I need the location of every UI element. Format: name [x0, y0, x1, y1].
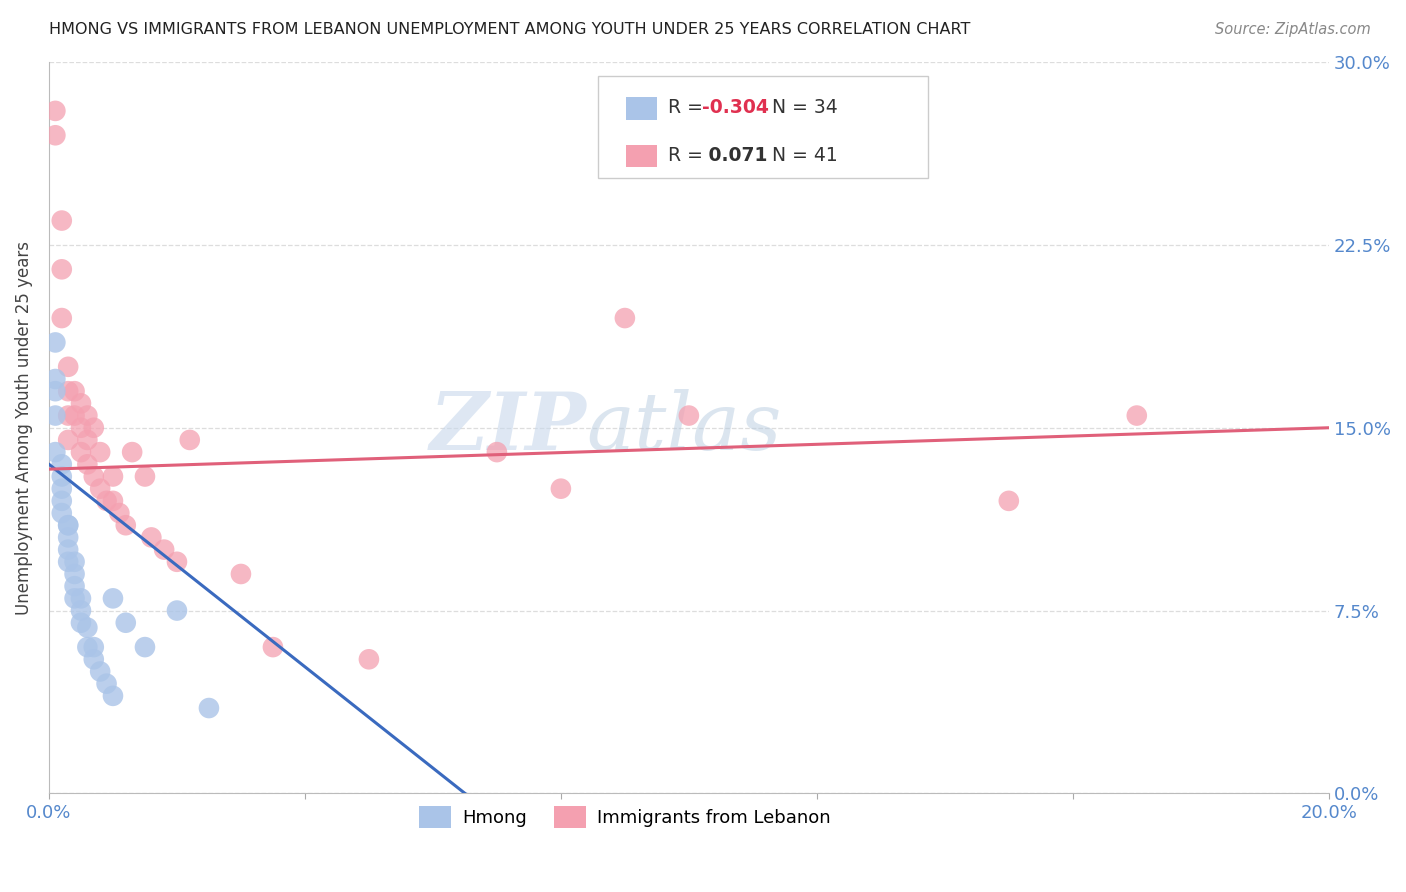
Point [83, 652, 105, 666]
Point [89, 482, 111, 496]
Point [96, 494, 118, 508]
Point [485, 445, 508, 459]
Text: atlas: atlas [586, 389, 782, 467]
Point [56, 359, 79, 374]
Point [51, 482, 73, 496]
Text: -0.304: -0.304 [702, 98, 769, 118]
Point [101, 469, 124, 483]
Point [89, 445, 111, 459]
Point [83, 421, 105, 435]
Point [44, 372, 66, 386]
Y-axis label: Unemployment Among Youth under 25 years: Unemployment Among Youth under 25 years [15, 241, 32, 615]
Text: N = 34: N = 34 [772, 98, 838, 118]
Point [76, 433, 98, 447]
Point [153, 542, 176, 557]
Point [56, 542, 79, 557]
Point [70, 421, 93, 435]
Point [998, 494, 1021, 508]
Point [70, 591, 93, 606]
Text: R =: R = [668, 98, 709, 118]
Point [70, 445, 93, 459]
Point [678, 409, 700, 423]
Point [56, 518, 79, 533]
Point [1126, 409, 1149, 423]
Point [101, 689, 124, 703]
Point [101, 591, 124, 606]
Point [63, 555, 86, 569]
Point [76, 409, 98, 423]
Text: N = 41: N = 41 [772, 145, 838, 165]
Text: HMONG VS IMMIGRANTS FROM LEBANON UNEMPLOYMENT AMONG YOUTH UNDER 25 YEARS CORRELA: HMONG VS IMMIGRANTS FROM LEBANON UNEMPLO… [49, 22, 970, 37]
Point [357, 652, 380, 666]
Text: 0.071: 0.071 [702, 145, 766, 165]
Point [83, 469, 105, 483]
Point [56, 518, 79, 533]
Point [613, 311, 636, 326]
Point [141, 530, 163, 544]
Point [179, 433, 201, 447]
Point [51, 458, 73, 472]
Point [63, 566, 86, 581]
Point [114, 518, 136, 533]
Text: Source: ZipAtlas.com: Source: ZipAtlas.com [1215, 22, 1371, 37]
Point [51, 213, 73, 227]
Point [51, 311, 73, 326]
Point [44, 103, 66, 118]
Text: R =: R = [668, 145, 709, 165]
Point [198, 701, 221, 715]
Point [76, 640, 98, 654]
Point [229, 566, 252, 581]
Point [70, 396, 93, 410]
Point [44, 335, 66, 350]
Point [96, 676, 118, 690]
Point [101, 494, 124, 508]
Point [63, 384, 86, 399]
Point [56, 555, 79, 569]
Point [134, 469, 156, 483]
Point [76, 621, 98, 635]
Point [134, 640, 156, 654]
Point [44, 128, 66, 143]
Point [44, 409, 66, 423]
Point [56, 433, 79, 447]
Point [51, 494, 73, 508]
Point [56, 530, 79, 544]
Point [44, 384, 66, 399]
Point [262, 640, 284, 654]
Point [121, 445, 143, 459]
Point [166, 603, 188, 617]
Legend: Hmong, Immigrants from Lebanon: Hmong, Immigrants from Lebanon [412, 799, 838, 836]
Point [76, 458, 98, 472]
Point [83, 640, 105, 654]
Point [70, 615, 93, 630]
Point [63, 579, 86, 593]
Point [108, 506, 131, 520]
Point [550, 482, 572, 496]
Point [51, 506, 73, 520]
Point [56, 409, 79, 423]
Point [114, 615, 136, 630]
Point [44, 445, 66, 459]
Point [63, 409, 86, 423]
Point [51, 469, 73, 483]
Point [56, 384, 79, 399]
Point [166, 555, 188, 569]
Point [70, 603, 93, 617]
Point [51, 262, 73, 277]
Point [63, 591, 86, 606]
Point [89, 665, 111, 679]
Text: ZIP: ZIP [430, 389, 586, 467]
